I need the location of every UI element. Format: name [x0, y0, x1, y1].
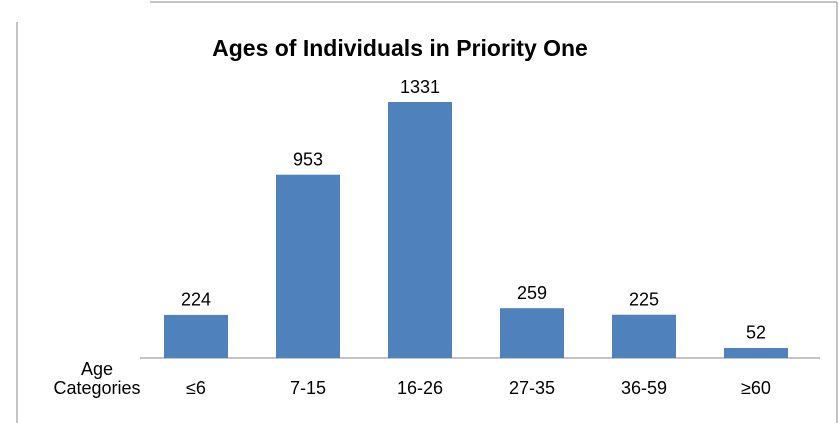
x-tick-label: 27-35: [509, 378, 555, 398]
bar: [724, 347, 788, 358]
data-label: 1331: [400, 77, 440, 97]
x-tick-label: ≤6: [186, 378, 206, 398]
x-tick-label: 36-59: [621, 378, 667, 398]
data-label: 224: [181, 290, 211, 310]
x-tick-label: 7-15: [290, 378, 326, 398]
data-label: 259: [517, 283, 547, 303]
bar: [164, 314, 228, 358]
data-label: 225: [629, 289, 659, 309]
bar: [612, 314, 676, 358]
x-tick-label: ≥60: [741, 378, 771, 398]
data-label: 953: [293, 149, 323, 169]
chart-title: Ages of Individuals in Priority One: [212, 35, 588, 61]
bar: [388, 102, 452, 358]
bar: [276, 174, 340, 358]
data-label: 52: [746, 323, 766, 343]
x-tick-label: 16-26: [397, 378, 443, 398]
x-axis-label: Age: [81, 359, 113, 379]
bar: [500, 308, 564, 358]
x-axis-label: Categories: [53, 378, 140, 398]
